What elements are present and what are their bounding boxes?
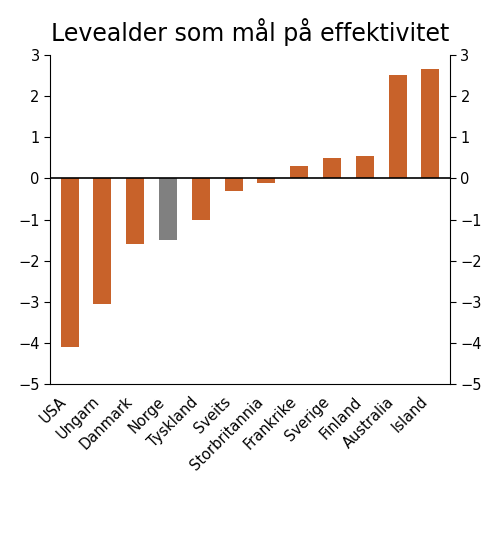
Bar <box>159 178 177 240</box>
Bar <box>323 158 341 178</box>
Title: Levealder som mål på effektivitet: Levealder som mål på effektivitet <box>51 18 449 46</box>
Bar <box>258 178 276 182</box>
Bar <box>422 69 440 178</box>
Bar <box>356 156 374 178</box>
Bar <box>94 178 112 304</box>
Bar <box>224 178 242 191</box>
Bar <box>192 178 210 220</box>
Bar <box>126 178 144 244</box>
Bar <box>290 166 308 178</box>
Bar <box>388 75 406 178</box>
Bar <box>60 178 78 347</box>
